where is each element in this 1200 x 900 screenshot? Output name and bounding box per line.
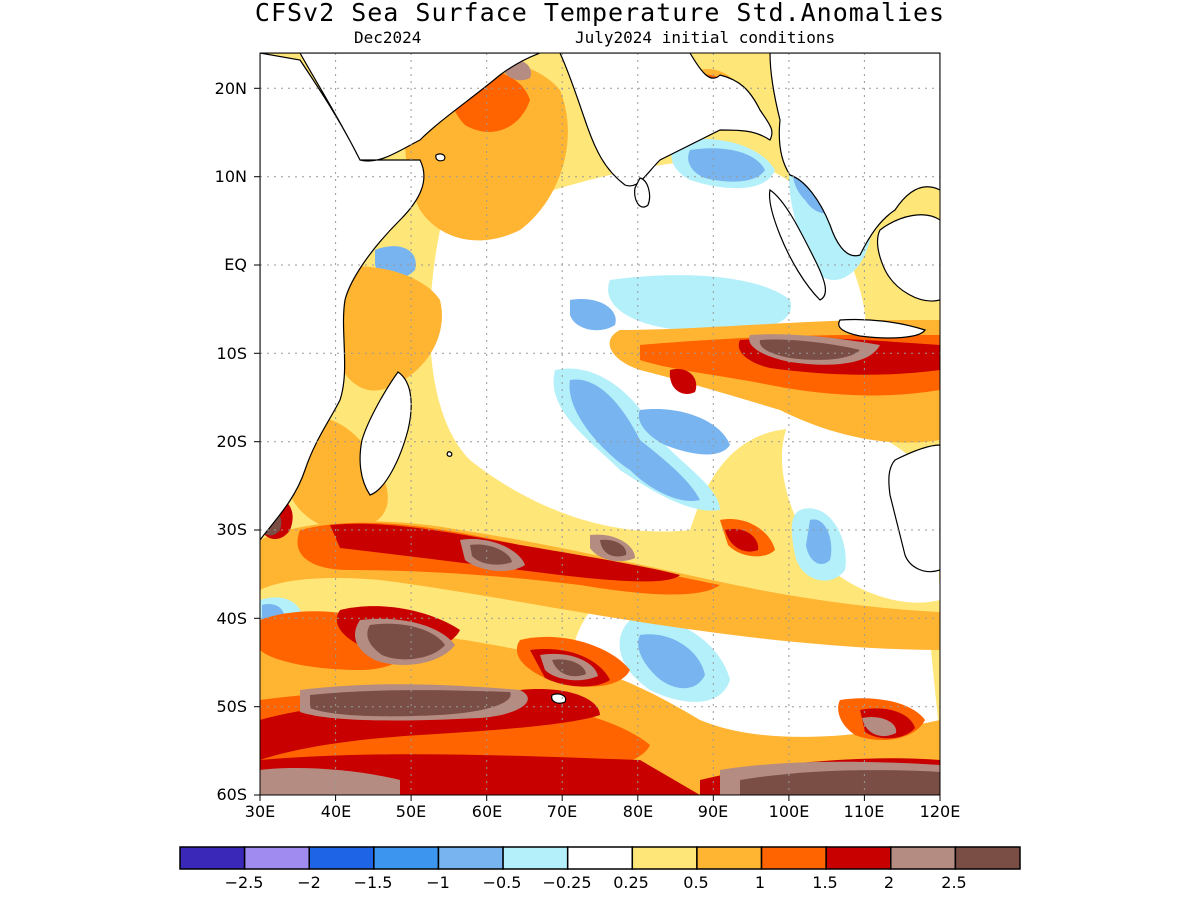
strong-warm — [725, 528, 759, 552]
lat-tick-label: EQ — [224, 255, 247, 274]
africa-arabia — [260, 53, 541, 541]
extreme-warm-core — [552, 659, 586, 677]
colorbar-label: 1 — [754, 873, 766, 892]
colorbar-label: 0.5 — [683, 873, 709, 892]
borneo — [876, 214, 940, 302]
lon-tick-label: 70E — [546, 802, 578, 821]
lon-tick-label: 90E — [697, 802, 729, 821]
colorbar-swatch — [566, 846, 634, 870]
lon-tick-label: 80E — [622, 802, 654, 821]
colorbar-swatch — [179, 846, 246, 870]
colorbar-label: −2.5 — [224, 873, 264, 892]
lon-tick-label: 40E — [320, 802, 352, 821]
colorbar-label: −0.25 — [542, 873, 592, 892]
colorbar-label: 2 — [883, 873, 895, 892]
colorbar-swatch — [760, 846, 827, 870]
initial-conditions: July2024 initial conditions — [575, 28, 836, 47]
cool-patch-moderate — [688, 148, 765, 182]
colorbar-swatch — [373, 846, 440, 870]
lat-tick-label: 20S — [216, 432, 247, 451]
extreme-warm-core — [600, 539, 627, 557]
malay-peninsula — [768, 189, 827, 301]
colorbar-swatch — [243, 846, 310, 870]
lat-tick-label: 10N — [214, 167, 247, 186]
land — [260, 53, 940, 704]
sri-lanka — [634, 177, 651, 208]
warm-area — [330, 266, 442, 391]
lon-tick-label: 30E — [244, 802, 276, 821]
colorbar — [179, 846, 1021, 870]
colorbar-label: −1.5 — [353, 873, 393, 892]
extreme-warm — [260, 768, 400, 795]
lat-tick-label: 30S — [216, 520, 247, 539]
extreme-warm — [862, 716, 897, 737]
lat-tick-label: 60S — [216, 785, 247, 804]
lat-tick-label: 10S — [216, 344, 247, 363]
plot-frame — [254, 52, 941, 801]
socotra — [435, 153, 446, 162]
strong-warm — [669, 369, 697, 394]
colorbar-label: 2.5 — [941, 873, 967, 892]
lon-tick-label: 50E — [395, 802, 427, 821]
australia — [888, 444, 940, 573]
colorbar-swatch — [696, 846, 763, 870]
extreme-warm-core — [740, 770, 940, 795]
colorbar-label: 0.25 — [613, 873, 649, 892]
cool-patch-moderate — [638, 409, 730, 455]
cool-patch — [608, 275, 792, 332]
lon-tick-label: 60E — [471, 802, 503, 821]
colorbar-swatch — [502, 846, 569, 870]
colorbar-label: −0.5 — [482, 873, 522, 892]
cool-patch-moderate — [570, 299, 616, 331]
lat-tick-label: 40S — [216, 609, 247, 628]
valid-month: Dec2024 — [354, 28, 422, 47]
colorbar-swatch — [437, 846, 504, 870]
colorbar-label: 1.5 — [812, 873, 838, 892]
colorbar-label: −2 — [297, 873, 321, 892]
cool-patch-moderate — [569, 379, 700, 501]
colorbar-label: −1 — [426, 873, 450, 892]
colorbar-swatch — [825, 846, 892, 870]
southeast-asia — [769, 53, 940, 257]
extreme-warm-core — [759, 339, 860, 360]
lon-tick-label: 100E — [768, 802, 810, 821]
lon-tick-label: 110E — [843, 802, 885, 821]
mascarene-islands — [446, 451, 453, 457]
india — [559, 53, 773, 187]
graticule — [260, 53, 940, 795]
colorbar-swatch — [631, 846, 698, 870]
colorbar-swatch — [890, 846, 957, 870]
extreme-warm-core — [470, 544, 512, 565]
cool-patch-moderate — [638, 634, 705, 689]
colorbar-swatch — [308, 846, 375, 870]
extreme-warm-core — [310, 690, 511, 717]
lon-tick-label: 120E — [919, 802, 961, 821]
colorbar-swatch — [954, 846, 1021, 870]
chart-title: CFSv2 Sea Surface Temperature Std.Anomal… — [254, 0, 946, 27]
kerguelen — [551, 693, 567, 704]
cool-patch-moderate — [806, 519, 832, 565]
lat-tick-label: 20N — [214, 79, 247, 98]
java — [838, 318, 926, 339]
lat-tick-label: 50S — [216, 697, 247, 716]
extreme-warm-core — [367, 623, 445, 660]
